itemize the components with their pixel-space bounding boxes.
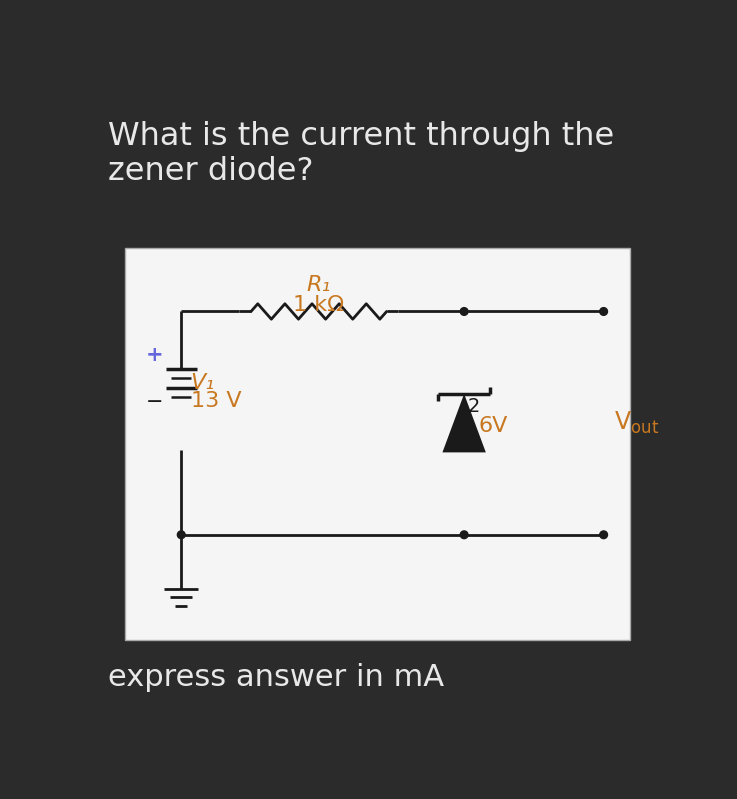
Text: −: −	[145, 392, 163, 411]
Text: 6V: 6V	[478, 416, 508, 436]
Text: 1 kΩ: 1 kΩ	[293, 295, 344, 315]
Text: V$_{\mathregular{out}}$: V$_{\mathregular{out}}$	[615, 410, 660, 436]
Text: express answer in mA: express answer in mA	[108, 663, 444, 693]
Circle shape	[460, 531, 468, 539]
Bar	[125, 248, 630, 639]
Text: 13 V: 13 V	[191, 391, 241, 411]
Text: What is the current through the: What is the current through the	[108, 121, 614, 152]
Circle shape	[600, 308, 607, 316]
Text: 1: 1	[468, 431, 481, 449]
Circle shape	[178, 531, 185, 539]
Text: V₁: V₁	[191, 373, 214, 393]
Text: zener diode?: zener diode?	[108, 156, 313, 187]
Text: +: +	[145, 344, 163, 364]
Circle shape	[460, 308, 468, 316]
Polygon shape	[442, 394, 486, 452]
Text: R₁: R₁	[307, 275, 331, 295]
Text: 2: 2	[468, 397, 481, 416]
Circle shape	[600, 531, 607, 539]
